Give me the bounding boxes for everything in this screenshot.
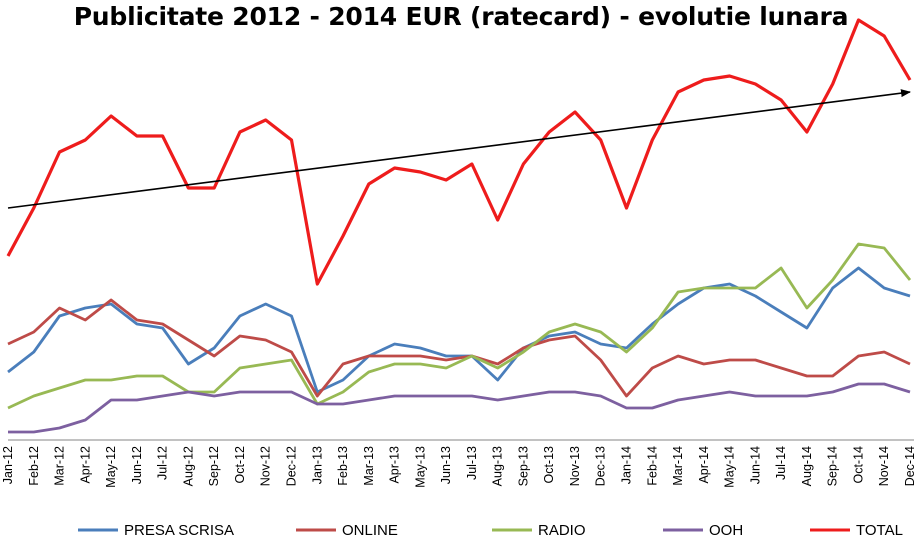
series-line-radio (7, 242, 912, 410)
x-tick-label: Mar-12 (53, 446, 67, 486)
x-tick-label: Jun-12 (130, 446, 144, 484)
x-tick-label: Jan-12 (1, 446, 15, 484)
x-tick-label: Aug-12 (181, 446, 195, 486)
x-tick-label: Jun-14 (748, 446, 762, 484)
x-tick-label: Aug-13 (491, 446, 505, 486)
x-tick-label: Nov-14 (877, 446, 891, 486)
trend-arrow (7, 89, 911, 209)
series-line-online (7, 298, 911, 398)
x-tick-label: May-12 (104, 446, 118, 488)
x-tick-label: Sep-12 (207, 446, 221, 486)
x-tick-label: Jul-14 (774, 446, 788, 480)
x-tick-label: Aug-14 (800, 446, 814, 486)
x-tick-label: Oct-14 (851, 446, 865, 484)
x-tick-label: Apr-13 (388, 446, 402, 484)
x-tick-label: May-13 (413, 446, 427, 488)
x-tick-label: Dec-13 (594, 446, 608, 486)
chart-title: Publicitate 2012 - 2014 EUR (ratecard) -… (73, 2, 849, 31)
x-tick-label: Feb-14 (645, 446, 659, 486)
series-layer (6, 18, 912, 434)
x-tick-label: Apr-12 (78, 446, 92, 484)
x-tick-label: Mar-13 (362, 446, 376, 486)
x-tick-label: Nov-12 (259, 446, 273, 486)
x-tick-label: Sep-13 (516, 446, 530, 486)
x-tick-label: Oct-12 (233, 446, 247, 484)
x-tick-label: Apr-14 (697, 446, 711, 484)
annotation-layer (7, 89, 911, 209)
legend-label: OOH (709, 522, 743, 539)
x-tick-label: Oct-13 (542, 446, 556, 484)
legend-label: ONLINE (342, 522, 398, 539)
legend: PRESA SCRISA ONLINE RADIO OOH TOTAL (78, 522, 903, 539)
legend-label: TOTAL (856, 522, 903, 539)
x-tick-label: Dec-14 (903, 446, 917, 486)
x-tick-label: Sep-14 (826, 446, 840, 486)
x-tick-label: Jun-13 (439, 446, 453, 484)
series-line-total (6, 18, 912, 286)
x-tick-label: May-14 (723, 446, 737, 488)
x-tick-label: Mar-14 (671, 446, 685, 486)
series-line-ooh (8, 382, 911, 434)
x-tick-label: Jan-13 (310, 446, 324, 484)
x-tick-label: Nov-13 (568, 446, 582, 486)
x-tick-label: Feb-12 (27, 446, 41, 486)
x-tick-label: Jul-13 (465, 446, 479, 480)
x-tick-label: Jul-12 (156, 446, 170, 480)
series-line-presa-scrisa (7, 266, 911, 394)
x-tick-labels: Jan-12 Feb-12 Mar-12 Apr-12 May-12 Jun-12 Jul-… (1, 446, 917, 488)
x-tick-label: Dec-12 (284, 446, 298, 486)
x-tick-label: Jan-14 (620, 446, 634, 484)
legend-label: PRESA SCRISA (124, 522, 234, 539)
legend-label: RADIO (538, 522, 586, 539)
x-tick-label: Feb-13 (336, 446, 350, 486)
